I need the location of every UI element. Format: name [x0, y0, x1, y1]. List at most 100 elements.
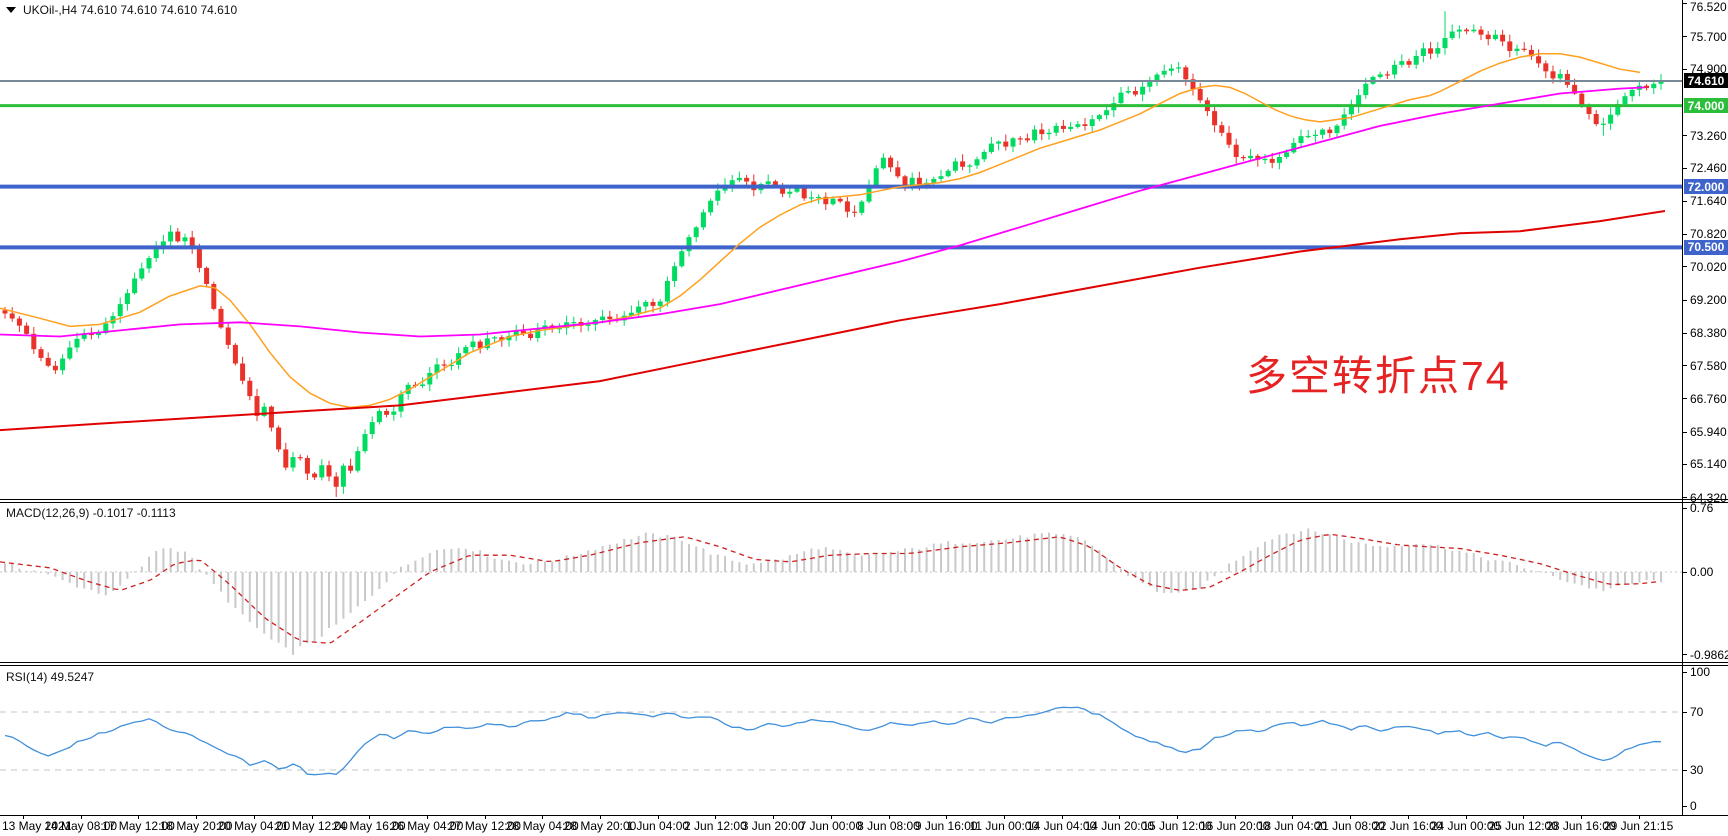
price-tick-label: -0.9862 [1690, 647, 1728, 662]
axis-tick [1682, 68, 1687, 70]
price-tick-label: 0 [1690, 799, 1697, 813]
axis-tick [1682, 167, 1687, 169]
price-tick-label: 65.140 [1690, 457, 1727, 472]
time-axis-tick [542, 815, 544, 819]
price-tag-74.000: 74.000 [1684, 98, 1728, 114]
time-tick-label: 29 Jun 21:15 [1603, 819, 1674, 833]
time-tick-label: 28 May 20:00 [563, 819, 637, 833]
time-tick-label: 2 Jun 12:00 [684, 819, 747, 833]
time-tick-label: 14 Jun 04:00 [1026, 819, 1097, 833]
time-axis-tick [888, 815, 890, 819]
macd-indicator-pane[interactable] [0, 503, 1682, 661]
time-axis-tick [1061, 815, 1063, 819]
axis-tick [1682, 398, 1687, 400]
axis-tick [1682, 365, 1687, 367]
price-tag-70.500: 70.500 [1684, 239, 1728, 255]
time-tick-label: 26 May 04:00 [390, 819, 464, 833]
axis-tick [1682, 36, 1687, 38]
time-axis-tick [484, 815, 486, 819]
pane-separator[interactable] [0, 499, 1728, 500]
price-tag-74.610: 74.610 [1684, 73, 1728, 89]
time-axis-tick [657, 815, 659, 819]
price-tick-label: 70.020 [1690, 259, 1727, 274]
axis-tick [1682, 233, 1687, 235]
axis-tick [1682, 266, 1687, 268]
axis-tick [1682, 463, 1687, 465]
time-tick-label: 14 Jun 20:00 [1084, 819, 1154, 833]
time-axis-tick [1234, 815, 1236, 819]
price-chart-pane[interactable] [0, 0, 1682, 499]
time-axis-tick [1292, 815, 1294, 819]
collapse-triangle-icon[interactable] [6, 7, 16, 13]
price-tick-label: 64.320 [1690, 490, 1727, 505]
time-tick-label: 22 Jun 16:00 [1373, 819, 1443, 833]
time-axis-tick [946, 815, 948, 819]
axis-tick [1682, 332, 1687, 334]
time-tick-label: 11 Jun 00:00 [969, 819, 1039, 833]
axis-tick [1682, 507, 1687, 509]
time-axis-tick [1580, 815, 1582, 819]
macd-label: MACD(12,26,9) -0.1017 -0.1113 [6, 506, 176, 520]
candlesticks [2, 11, 1664, 497]
time-axis-tick [1465, 815, 1467, 819]
price-tick-label: 0.00 [1690, 565, 1714, 579]
axis-tick [1682, 135, 1687, 137]
symbol-quote-text: UKOil-,H4 74.610 74.610 74.610 74.610 [23, 3, 238, 17]
pane-separator[interactable] [0, 502, 1728, 503]
time-tick-label: 18 May 20:00 [159, 819, 233, 833]
price-tick-label: 30 [1690, 763, 1704, 777]
time-axis-tick [138, 815, 140, 819]
price-tick-label: 70 [1690, 705, 1704, 719]
time-axis-tick [1350, 815, 1352, 819]
time-tick-label: 8 Jun 08:00 [857, 819, 920, 833]
time-axis-tick [253, 815, 255, 819]
price-tick-label: 69.200 [1690, 293, 1727, 308]
time-axis-tick [1003, 815, 1005, 819]
time-tick-label: 17 May 12:00 [102, 819, 175, 833]
time-tick-label: 16 Jun 20:00 [1199, 819, 1270, 833]
time-axis-tick [773, 815, 775, 819]
time-tick-label: 1 Jun 04:00 [626, 819, 690, 833]
time-axis-tick [369, 815, 371, 819]
symbol-quote-bar: UKOil-,H4 74.610 74.610 74.610 74.610 [6, 3, 237, 17]
price-tick-label: 72.460 [1690, 161, 1727, 176]
rsi-label: RSI(14) 49.5247 [6, 670, 95, 684]
price-tick-label: 100 [1690, 665, 1711, 679]
time-tick-label: 27 May 12:00 [448, 819, 521, 833]
time-axis-tick [1523, 815, 1525, 819]
chart-annotation-text: 多空转折点74 [1246, 353, 1511, 399]
price-tick-label: 0.76 [1690, 501, 1714, 516]
price-axis-line [1682, 0, 1683, 815]
pane-separator[interactable] [0, 662, 1728, 663]
time-axis-tick [196, 815, 198, 819]
price-tick-label: 67.580 [1690, 358, 1727, 373]
time-tick-label: 28 Jun 16:00 [1546, 819, 1616, 833]
pane-separator[interactable] [0, 665, 1728, 666]
price-tick-label: 66.760 [1690, 391, 1727, 406]
time-tick-label: 20 May 04:00 [217, 819, 291, 833]
time-tick-label: 3 Jun 20:00 [741, 819, 805, 833]
price-tick-label: 68.380 [1690, 326, 1727, 341]
time-axis-tick [600, 815, 601, 819]
time-axis-tick [426, 815, 428, 819]
time-tick-label: 18 Jun 04:00 [1257, 819, 1328, 833]
time-axis-tick [715, 815, 717, 819]
time-axis-tick [1407, 815, 1409, 819]
axis-tick [1682, 671, 1687, 673]
rsi-indicator-pane[interactable] [0, 666, 1682, 814]
time-axis-tick [80, 815, 82, 819]
axis-tick [1682, 299, 1687, 301]
axis-tick [1682, 431, 1687, 433]
price-tag-72.000: 72.000 [1684, 179, 1728, 195]
time-tick-label: 25 Jun 12:00 [1488, 819, 1558, 833]
time-axis-tick [1638, 815, 1640, 819]
time-axis-tick [23, 815, 24, 819]
time-axis-tick [1177, 815, 1178, 819]
axis-tick [1682, 571, 1687, 573]
axis-tick [1682, 497, 1687, 499]
price-tick-label: 74.900 [1690, 62, 1727, 77]
axis-tick [1682, 3, 1687, 5]
time-tick-label: 24 May 16:00 [332, 819, 406, 833]
price-tick-label: 75.700 [1690, 29, 1727, 44]
